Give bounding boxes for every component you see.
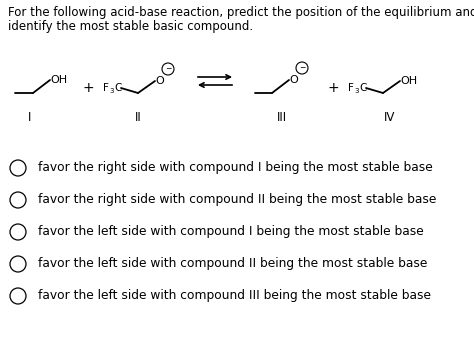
Text: −: − bbox=[165, 64, 171, 74]
Text: I: I bbox=[28, 111, 32, 124]
Text: II: II bbox=[135, 111, 141, 124]
Text: favor the right side with compound I being the most stable base: favor the right side with compound I bei… bbox=[38, 162, 433, 175]
Text: +: + bbox=[82, 81, 94, 95]
Text: F: F bbox=[348, 83, 354, 93]
Text: C: C bbox=[114, 83, 121, 93]
Text: O: O bbox=[155, 76, 164, 86]
Text: +: + bbox=[327, 81, 339, 95]
Text: III: III bbox=[277, 111, 287, 124]
Text: O: O bbox=[289, 75, 298, 85]
Text: favor the right side with compound II being the most stable base: favor the right side with compound II be… bbox=[38, 193, 437, 207]
Text: 3: 3 bbox=[109, 88, 113, 94]
Text: favor the left side with compound III being the most stable base: favor the left side with compound III be… bbox=[38, 290, 431, 302]
Text: F: F bbox=[103, 83, 109, 93]
Text: favor the left side with compound I being the most stable base: favor the left side with compound I bein… bbox=[38, 225, 424, 238]
Text: −: − bbox=[299, 63, 305, 73]
Text: favor the left side with compound II being the most stable base: favor the left side with compound II bei… bbox=[38, 257, 428, 270]
Text: IV: IV bbox=[384, 111, 396, 124]
Text: For the following acid-base reaction, predict the position of the equilibrium an: For the following acid-base reaction, pr… bbox=[8, 6, 474, 19]
Text: OH: OH bbox=[50, 75, 67, 85]
Text: identify the most stable basic compound.: identify the most stable basic compound. bbox=[8, 20, 253, 33]
Text: 3: 3 bbox=[354, 88, 358, 94]
Text: OH: OH bbox=[400, 76, 417, 86]
Text: C: C bbox=[359, 83, 366, 93]
